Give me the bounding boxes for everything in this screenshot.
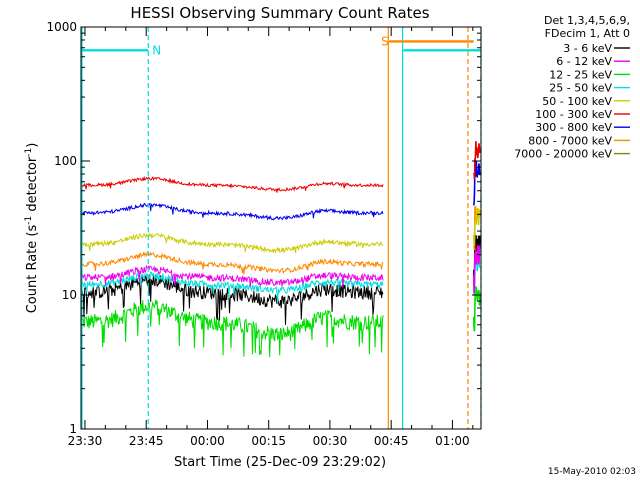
series-recovery-6 bbox=[472, 158, 481, 206]
y-tick-label: 1 bbox=[69, 422, 77, 436]
series-line-7 bbox=[81, 251, 384, 275]
series-layer bbox=[81, 141, 481, 358]
series-line-6 bbox=[81, 202, 384, 221]
timestamp: 15-May-2010 02:03 bbox=[548, 467, 636, 477]
series-recovery-5 bbox=[472, 141, 481, 180]
chart-title: HESSI Observing Summary Count Rates bbox=[130, 4, 429, 22]
axis-layer: 23:30 23:45 00:00 00:15 00:30 00:45 01:00 1 10 10… bbox=[46, 20, 481, 448]
legend: Det 1,3,4,5,6,9, FDecim 1, Att 0 3 - 6 k… bbox=[514, 14, 630, 161]
series-recovery-1 bbox=[472, 245, 481, 294]
x-tick-label: 00:00 bbox=[190, 434, 225, 448]
legend-entry-label: 800 - 7000 keV bbox=[528, 134, 612, 147]
legend-entry-label: 50 - 100 keV bbox=[542, 95, 612, 108]
x-tick-label: 01:00 bbox=[435, 434, 470, 448]
legend-header-line-2: FDecim 1, Att 0 bbox=[545, 27, 630, 40]
x-tick-label: 23:45 bbox=[129, 434, 164, 448]
legend-entry-label: 3 - 6 keV bbox=[563, 42, 612, 55]
y-tick-label: 1000 bbox=[46, 20, 77, 34]
legend-entry-label: 7000 - 20000 keV bbox=[514, 148, 612, 161]
x-axis-label: Start Time (25-Dec-09 23:29:02) bbox=[174, 455, 386, 470]
x-tick-label: 00:45 bbox=[374, 434, 409, 448]
x-tick-label: 23:30 bbox=[68, 434, 103, 448]
flag-label-N: N bbox=[152, 43, 161, 57]
y-tick-label: 100 bbox=[54, 154, 77, 168]
series-line-5 bbox=[81, 175, 384, 193]
y-axis-label: Count Rate (s-1 detector-1) bbox=[24, 143, 40, 314]
x-tick-label: 00:15 bbox=[251, 434, 286, 448]
flag-layer: NS bbox=[81, 27, 482, 429]
legend-entry-label: 100 - 300 keV bbox=[535, 108, 612, 121]
x-tick-label: 00:30 bbox=[313, 434, 348, 448]
series-line-2 bbox=[81, 299, 384, 358]
legend-entry-label: 25 - 50 keV bbox=[549, 82, 612, 95]
series-line-1 bbox=[81, 264, 384, 288]
legend-entry-label: 6 - 12 keV bbox=[556, 55, 612, 68]
flag-label-S: S bbox=[381, 34, 389, 48]
series-line-3 bbox=[81, 271, 384, 304]
y-tick-label: 10 bbox=[62, 288, 77, 302]
legend-entry-label: 300 - 800 keV bbox=[535, 121, 612, 134]
series-line-4 bbox=[81, 231, 384, 254]
plot-frame bbox=[80, 26, 482, 430]
legend-entry-label: 12 - 25 keV bbox=[549, 68, 612, 81]
legend-header-line-1: Det 1,3,4,5,6,9, bbox=[544, 14, 630, 27]
series-recovery-2 bbox=[472, 286, 481, 332]
